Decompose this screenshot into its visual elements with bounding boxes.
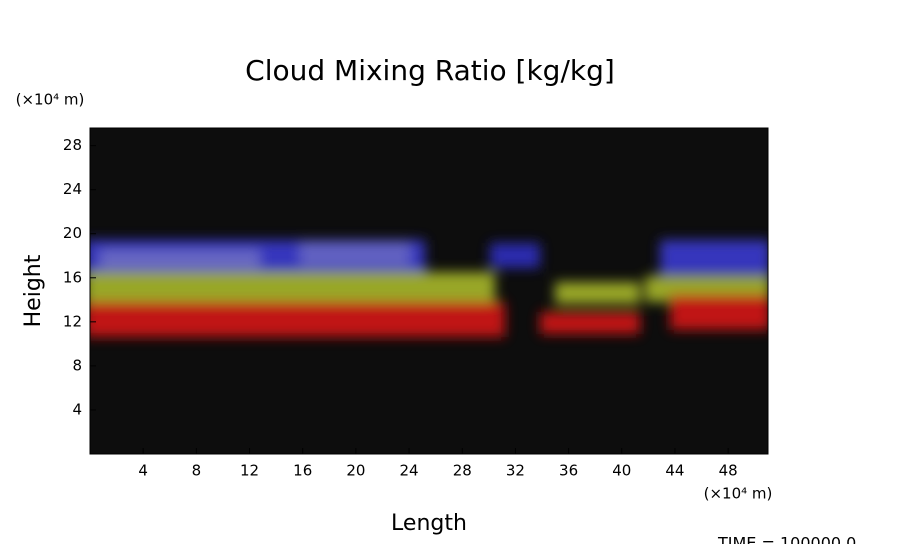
x-tick-label: 16 [293, 462, 312, 480]
plot-frame [89, 127, 769, 455]
x-unit: (×10⁴ m) [704, 485, 773, 503]
chart-title: Cloud Mixing Ratio [kg/kg] [245, 54, 615, 87]
x-tick-label: 36 [559, 462, 578, 480]
x-tick-label: 20 [346, 462, 365, 480]
y-unit: (×10⁴ m) [16, 91, 85, 109]
time-annotation: TIME = 100000.0 [717, 534, 856, 544]
x-tick-label: 8 [192, 462, 202, 480]
y-axis-label: Height [21, 254, 46, 327]
y-tick-label: 20 [63, 224, 82, 242]
y-tick-label: 24 [63, 180, 82, 198]
y-tick-label: 8 [72, 356, 82, 374]
x-axis-label: Length [391, 511, 467, 536]
x-tick-label: 12 [240, 462, 259, 480]
x-tick-label: 48 [719, 462, 738, 480]
y-tick-label: 4 [72, 400, 82, 418]
x-tick-label: 4 [138, 462, 148, 480]
y-tick-label: 16 [63, 268, 82, 286]
x-tick-label: 32 [506, 462, 525, 480]
y-tick-label: 12 [63, 312, 82, 330]
cloud-rendering [90, 240, 768, 337]
y-tick-label: 28 [63, 136, 82, 154]
x-tick-label: 24 [400, 462, 419, 480]
x-tick-label: 40 [612, 462, 631, 480]
x-tick-label: 28 [453, 462, 472, 480]
x-tick-label: 44 [665, 462, 684, 480]
